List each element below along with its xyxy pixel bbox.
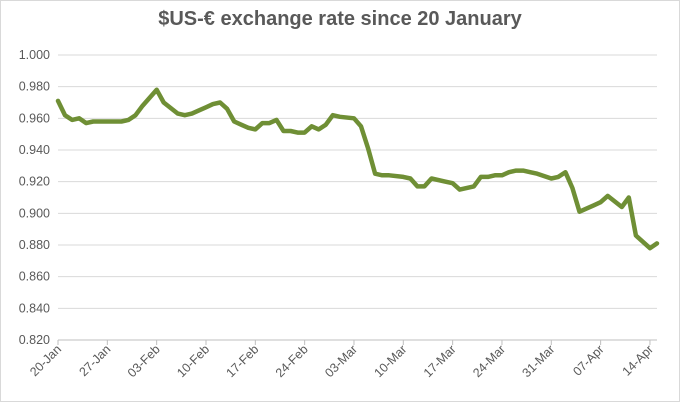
x-axis — [57, 339, 657, 345]
x-tick-label: 10-Mar — [372, 342, 410, 380]
y-tick-label: 0.940 — [19, 143, 50, 157]
x-tick-label: 17-Mar — [421, 342, 459, 380]
x-tick-label: 14-Apr — [620, 342, 656, 378]
gridlines — [58, 54, 657, 309]
y-tick-label: 0.980 — [19, 80, 50, 94]
x-axis-ticks: 20-Jan 27-Jan 03-Feb 10-Feb 17-Feb 24-Feb 03-M… — [27, 342, 656, 380]
x-tick-label: 07-Apr — [570, 342, 606, 378]
chart-title: $US-€ exchange rate since 20 January — [158, 8, 522, 30]
plot-area — [55, 87, 660, 251]
y-tick-label: 0.900 — [19, 206, 50, 220]
series-line — [55, 87, 660, 251]
y-tick-label: 0.960 — [19, 111, 50, 125]
x-tick-label: 03-Mar — [322, 342, 360, 380]
x-tick-label: 31-Mar — [520, 342, 558, 380]
y-tick-label: 1.000 — [19, 48, 50, 62]
y-tick-label: 0.840 — [19, 301, 50, 315]
y-tick-label: 0.880 — [19, 238, 50, 252]
x-tick-label: 24-Feb — [273, 342, 311, 380]
x-tick-label: 17-Feb — [224, 342, 262, 380]
x-tick-label: 10-Feb — [174, 342, 212, 380]
x-tick-label: 03-Feb — [125, 342, 163, 380]
x-tick-label: 20-Jan — [27, 342, 64, 379]
y-axis-ticks: 0.820 0.840 0.860 0.880 0.900 0.920 0.940 0.960… — [19, 48, 50, 347]
x-tick-label: 24-Mar — [470, 342, 508, 380]
y-tick-label: 0.860 — [19, 270, 50, 284]
y-tick-label: 0.920 — [19, 175, 50, 189]
x-tick-label: 27-Jan — [77, 342, 114, 379]
y-tick-label: 0.820 — [19, 333, 50, 347]
